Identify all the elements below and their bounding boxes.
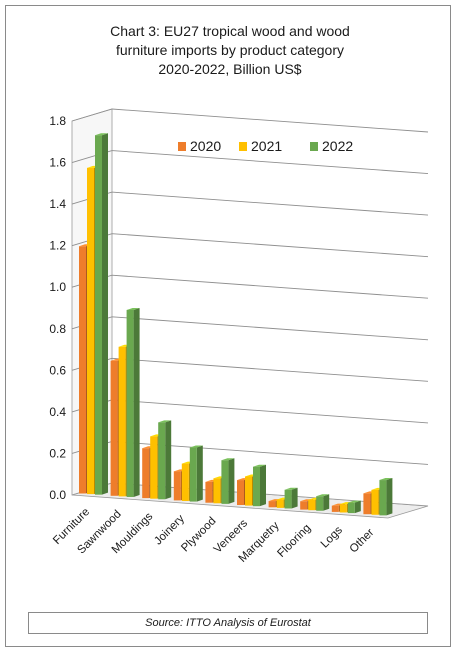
gridline <box>71 108 429 133</box>
bar-side <box>228 458 235 504</box>
bar-front <box>300 501 308 510</box>
bar-front <box>347 502 355 514</box>
bar-front <box>205 481 213 503</box>
bar-front <box>331 505 339 512</box>
y-tick-label: 0.4 <box>49 405 66 419</box>
bar-front <box>189 447 197 502</box>
legend-label: 2021 <box>251 138 282 154</box>
chart-title: Chart 3: EU27 tropical wood and wood fur… <box>110 23 350 77</box>
x-tick-label: Other <box>348 527 377 556</box>
bar-top <box>221 458 235 461</box>
bar-top <box>284 487 298 490</box>
bar-side <box>165 420 172 500</box>
bar-side <box>260 464 266 507</box>
bar-front <box>79 246 86 494</box>
bar-top <box>316 494 330 497</box>
bar-top <box>347 500 361 503</box>
gridline <box>71 233 429 258</box>
legend-swatch <box>178 142 186 151</box>
y-tick-label: 1.2 <box>49 239 66 253</box>
y-tick-label: 1.6 <box>49 156 66 170</box>
bar-front <box>181 463 189 501</box>
y-tick-label: 0.8 <box>49 322 66 336</box>
y-tick-label: 0.6 <box>49 363 66 377</box>
bar <box>316 494 330 511</box>
bar-front <box>245 476 252 506</box>
legend-swatch <box>239 142 247 151</box>
bar-top <box>95 133 108 136</box>
bar-front <box>268 501 276 508</box>
bar-front <box>371 489 379 515</box>
bar-side <box>291 487 298 509</box>
bar-front <box>237 480 244 506</box>
bar-front <box>253 466 260 507</box>
bar-front <box>284 489 292 509</box>
bar <box>347 500 361 514</box>
bar-top <box>379 478 393 481</box>
bar-front <box>142 448 150 499</box>
bar-side <box>354 500 361 514</box>
bar-front <box>158 422 166 500</box>
bar-front <box>363 493 371 515</box>
bar-front <box>95 135 102 495</box>
bar-front <box>339 504 347 513</box>
y-tick-label: 1.0 <box>49 280 66 294</box>
legend-label: 2022 <box>322 138 353 154</box>
bar <box>95 133 108 495</box>
bar-top <box>189 445 203 448</box>
bar <box>221 458 235 504</box>
bar-top <box>158 420 172 423</box>
bar-side <box>102 133 108 495</box>
bar-front <box>213 478 221 504</box>
bar-front <box>110 360 118 496</box>
bar-side <box>386 478 393 516</box>
bar-top <box>126 307 140 310</box>
bar-front <box>276 499 284 508</box>
bar-front <box>126 309 134 497</box>
bar <box>284 487 298 509</box>
bar-top <box>253 464 266 467</box>
y-tick-label: 0.0 <box>49 488 66 502</box>
bar-side <box>133 307 140 497</box>
bar-front <box>87 167 94 495</box>
bar <box>158 420 172 500</box>
y-tick-label: 1.8 <box>49 114 66 128</box>
gridline <box>71 191 429 216</box>
bar-side <box>196 445 203 502</box>
bar-front <box>221 460 229 504</box>
bar-front <box>118 346 126 497</box>
bar-front <box>316 496 324 511</box>
legend-label: 2020 <box>190 138 221 154</box>
legend-swatch <box>310 142 318 151</box>
y-tick-label: 1.4 <box>49 197 66 211</box>
bar-front <box>379 480 387 516</box>
source-note: Source: ITTO Analysis of Eurostat <box>28 612 428 634</box>
bar-front <box>308 499 316 511</box>
bar <box>379 478 393 516</box>
bar <box>189 445 203 502</box>
bar-front <box>173 471 181 501</box>
gridline <box>71 150 429 175</box>
bar-front <box>150 436 158 499</box>
bar <box>253 464 266 507</box>
bar <box>126 307 140 497</box>
chart-back-wall <box>112 109 428 506</box>
y-tick-label: 0.2 <box>49 446 66 460</box>
bar-side <box>323 494 330 511</box>
x-tick-label: Logs <box>319 524 345 550</box>
